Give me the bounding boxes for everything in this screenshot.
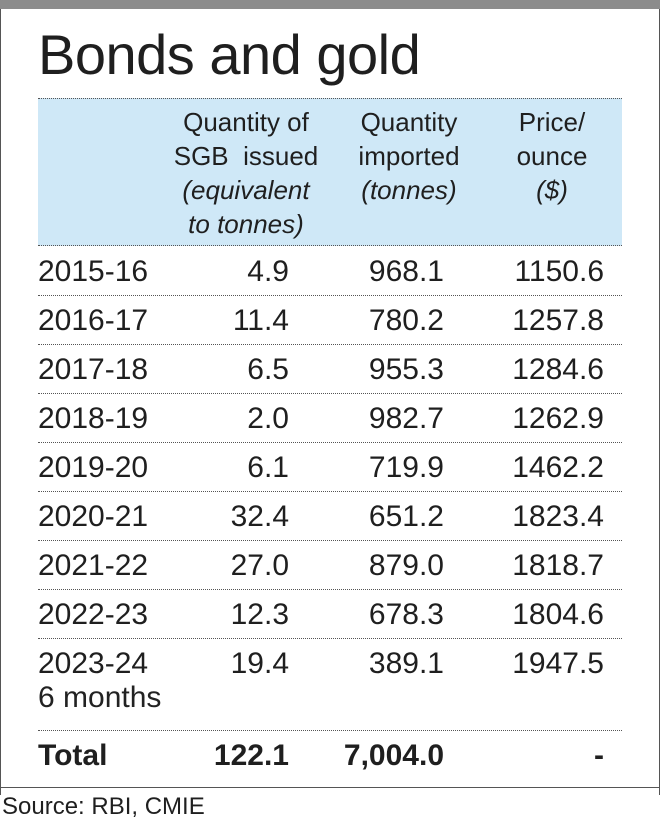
row-imported: 678.3: [368, 598, 444, 631]
row-price: 1462.2: [512, 451, 604, 484]
row-price: 1947.5: [512, 647, 604, 680]
top-bar: [0, 0, 660, 9]
row-sgb: 27.0: [230, 549, 289, 582]
header-sgb-line2: SGB issued: [173, 141, 319, 171]
total-row: Total 122.1 7,004.0 -: [38, 731, 622, 783]
row-price: 1262.9: [512, 402, 604, 435]
table-row: 2016-17 11.4 780.2 1257.8: [38, 296, 622, 345]
row-imported: 389.1: [368, 647, 444, 680]
header-sgb-line4: to tonnes): [188, 209, 304, 239]
row-year: 2015-16: [38, 255, 149, 288]
row-imported: 651.2: [368, 500, 444, 533]
row-year: 2018-19: [38, 402, 149, 435]
table-row: 2017-18 6.5 955.3 1284.6: [38, 345, 622, 394]
header-imported-line1: Quantity: [360, 107, 458, 137]
row-imported: 968.1: [368, 255, 444, 288]
row-sgb: 32.4: [230, 500, 289, 533]
header-imported: Quantity imported (tonnes): [344, 105, 474, 207]
header-imported-line3: (tonnes): [361, 175, 457, 205]
row-sgb: 4.9: [247, 255, 289, 288]
row-year: 2020-21: [38, 500, 149, 533]
row-sgb: 6.1: [247, 451, 289, 484]
header-sgb: Quantity of SGB issued (equivalent to to…: [166, 105, 326, 241]
chart-title: Bonds and gold: [38, 23, 421, 86]
total-label: Total: [38, 739, 108, 772]
row-price: 1150.6: [514, 255, 604, 288]
header-price-line2: ounce: [516, 141, 588, 171]
row-year-note: 6 months: [38, 681, 162, 714]
source-note: Source: RBI, CMIE: [2, 793, 205, 820]
row-year: 2017-18: [38, 353, 149, 386]
table-row: 2018-19 2.0 982.7 1262.9: [38, 394, 622, 443]
header-sgb-line1: Quantity of: [183, 107, 309, 137]
table-header: Quantity of SGB issued (equivalent to to…: [38, 98, 622, 246]
table-row: 2020-21 32.4 651.2 1823.4: [38, 492, 622, 541]
row-year: 2019-20: [38, 451, 149, 484]
table-row: 2022-23 12.3 678.3 1804.6: [38, 590, 622, 639]
frame-left-border: [0, 9, 1, 795]
row-year: 2021-22: [38, 549, 149, 582]
row-imported: 955.3: [368, 353, 444, 386]
row-price: 1818.7: [512, 549, 604, 582]
table-row: 2015-16 4.9 968.1 1150.6: [38, 247, 622, 296]
row-sgb: 19.4: [230, 647, 289, 680]
header-price-line3: ($): [536, 175, 568, 205]
table-row: 2023-24 6 months 19.4 389.1 1947.5: [38, 639, 622, 731]
row-year: 2016-17: [38, 304, 149, 337]
row-sgb: 11.4: [232, 304, 289, 337]
total-price: -: [594, 739, 604, 772]
table-row: 2021-22 27.0 879.0 1818.7: [38, 541, 622, 590]
row-sgb: 12.3: [230, 598, 289, 631]
total-sgb: 122.1: [213, 739, 289, 772]
header-price-line1: Price/: [518, 107, 586, 137]
row-year: 2022-23: [38, 598, 149, 631]
total-imported: 7,004.0: [343, 739, 444, 772]
row-imported: 879.0: [368, 549, 444, 582]
row-year: 2023-24: [38, 647, 149, 680]
source-divider: [0, 787, 660, 788]
table-row: 2019-20 6.1 719.9 1462.2: [38, 443, 622, 492]
row-price: 1257.8: [512, 304, 604, 337]
header-price: Price/ ounce ($): [502, 105, 602, 207]
row-sgb: 6.5: [247, 353, 289, 386]
row-price: 1284.6: [512, 353, 604, 386]
row-price: 1823.4: [512, 500, 604, 533]
row-imported: 780.2: [368, 304, 444, 337]
row-sgb: 2.0: [247, 402, 289, 435]
row-imported: 719.9: [368, 451, 444, 484]
header-imported-line2: imported: [358, 141, 460, 171]
header-sgb-line3: (equivalent: [182, 175, 310, 205]
row-price: 1804.6: [512, 598, 604, 631]
row-imported: 982.7: [368, 402, 444, 435]
